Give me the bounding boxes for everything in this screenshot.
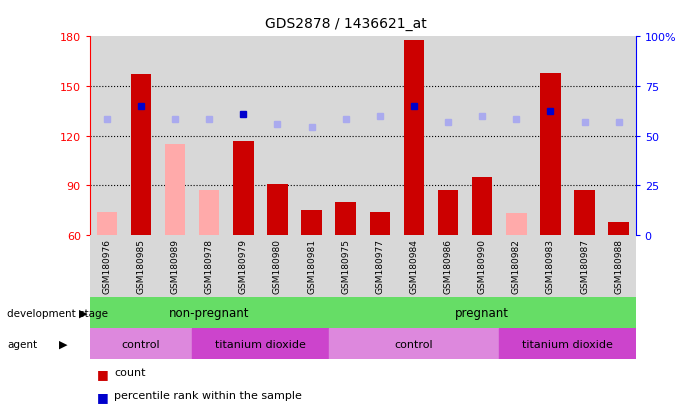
Bar bbox=[329, 328, 499, 359]
Text: count: count bbox=[114, 368, 146, 377]
Bar bbox=[506, 214, 527, 235]
Text: GSM180981: GSM180981 bbox=[307, 239, 316, 293]
Text: pregnant: pregnant bbox=[455, 306, 509, 319]
Text: percentile rank within the sample: percentile rank within the sample bbox=[114, 390, 302, 400]
Text: GSM180976: GSM180976 bbox=[102, 239, 111, 293]
Text: ▶: ▶ bbox=[79, 308, 88, 318]
Bar bbox=[233, 141, 254, 235]
Text: GSM180985: GSM180985 bbox=[137, 239, 146, 293]
Bar bbox=[335, 202, 356, 235]
Bar bbox=[192, 328, 329, 359]
Bar bbox=[574, 191, 595, 235]
Text: GSM180989: GSM180989 bbox=[171, 239, 180, 293]
Text: titanium dioxide: titanium dioxide bbox=[215, 339, 306, 349]
Text: GSM180979: GSM180979 bbox=[239, 239, 248, 293]
Text: ■: ■ bbox=[97, 368, 108, 380]
Text: GSM180988: GSM180988 bbox=[614, 239, 623, 293]
Text: control: control bbox=[122, 339, 160, 349]
Text: GSM180986: GSM180986 bbox=[444, 239, 453, 293]
Bar bbox=[131, 75, 151, 235]
Text: titanium dioxide: titanium dioxide bbox=[522, 339, 613, 349]
Bar bbox=[199, 191, 220, 235]
Text: GSM180984: GSM180984 bbox=[410, 239, 419, 293]
Text: GSM180978: GSM180978 bbox=[205, 239, 214, 293]
Text: GSM180987: GSM180987 bbox=[580, 239, 589, 293]
Bar bbox=[370, 212, 390, 235]
Text: GSM180975: GSM180975 bbox=[341, 239, 350, 293]
Text: GDS2878 / 1436621_at: GDS2878 / 1436621_at bbox=[265, 17, 426, 31]
Bar bbox=[329, 297, 636, 328]
Text: development stage: development stage bbox=[7, 308, 108, 318]
Text: GSM180983: GSM180983 bbox=[546, 239, 555, 293]
Bar bbox=[438, 191, 458, 235]
Bar bbox=[540, 74, 560, 235]
Text: GSM180980: GSM180980 bbox=[273, 239, 282, 293]
Bar bbox=[499, 328, 636, 359]
Text: ▶: ▶ bbox=[59, 339, 67, 349]
Bar bbox=[90, 328, 192, 359]
Bar bbox=[301, 211, 322, 235]
Text: agent: agent bbox=[7, 339, 37, 349]
Bar bbox=[267, 184, 287, 235]
Bar bbox=[165, 145, 185, 235]
Text: non-pregnant: non-pregnant bbox=[169, 306, 249, 319]
Bar bbox=[472, 178, 493, 235]
Text: control: control bbox=[395, 339, 433, 349]
Text: GSM180982: GSM180982 bbox=[512, 239, 521, 293]
Bar bbox=[608, 222, 629, 235]
Text: ■: ■ bbox=[97, 390, 108, 403]
Bar bbox=[90, 297, 329, 328]
Text: GSM180977: GSM180977 bbox=[375, 239, 384, 293]
Text: GSM180990: GSM180990 bbox=[477, 239, 486, 293]
Bar bbox=[97, 212, 117, 235]
Bar bbox=[404, 40, 424, 235]
